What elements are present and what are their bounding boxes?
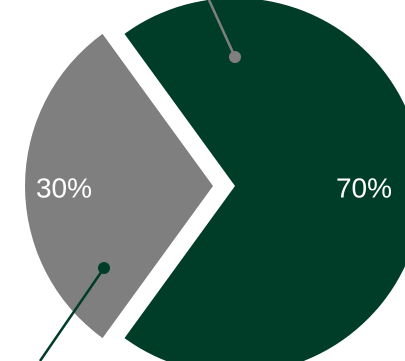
leader-line-top xyxy=(207,0,237,58)
leader-dot-top xyxy=(229,51,241,63)
leader-line-bottom xyxy=(38,267,106,361)
slice-label-30: 30% xyxy=(36,172,92,203)
slice-label-70: 70% xyxy=(336,172,392,203)
pie-slice-70[interactable] xyxy=(124,0,405,361)
leader-dot-bottom xyxy=(98,262,110,274)
pie-slice-30[interactable] xyxy=(24,33,214,339)
